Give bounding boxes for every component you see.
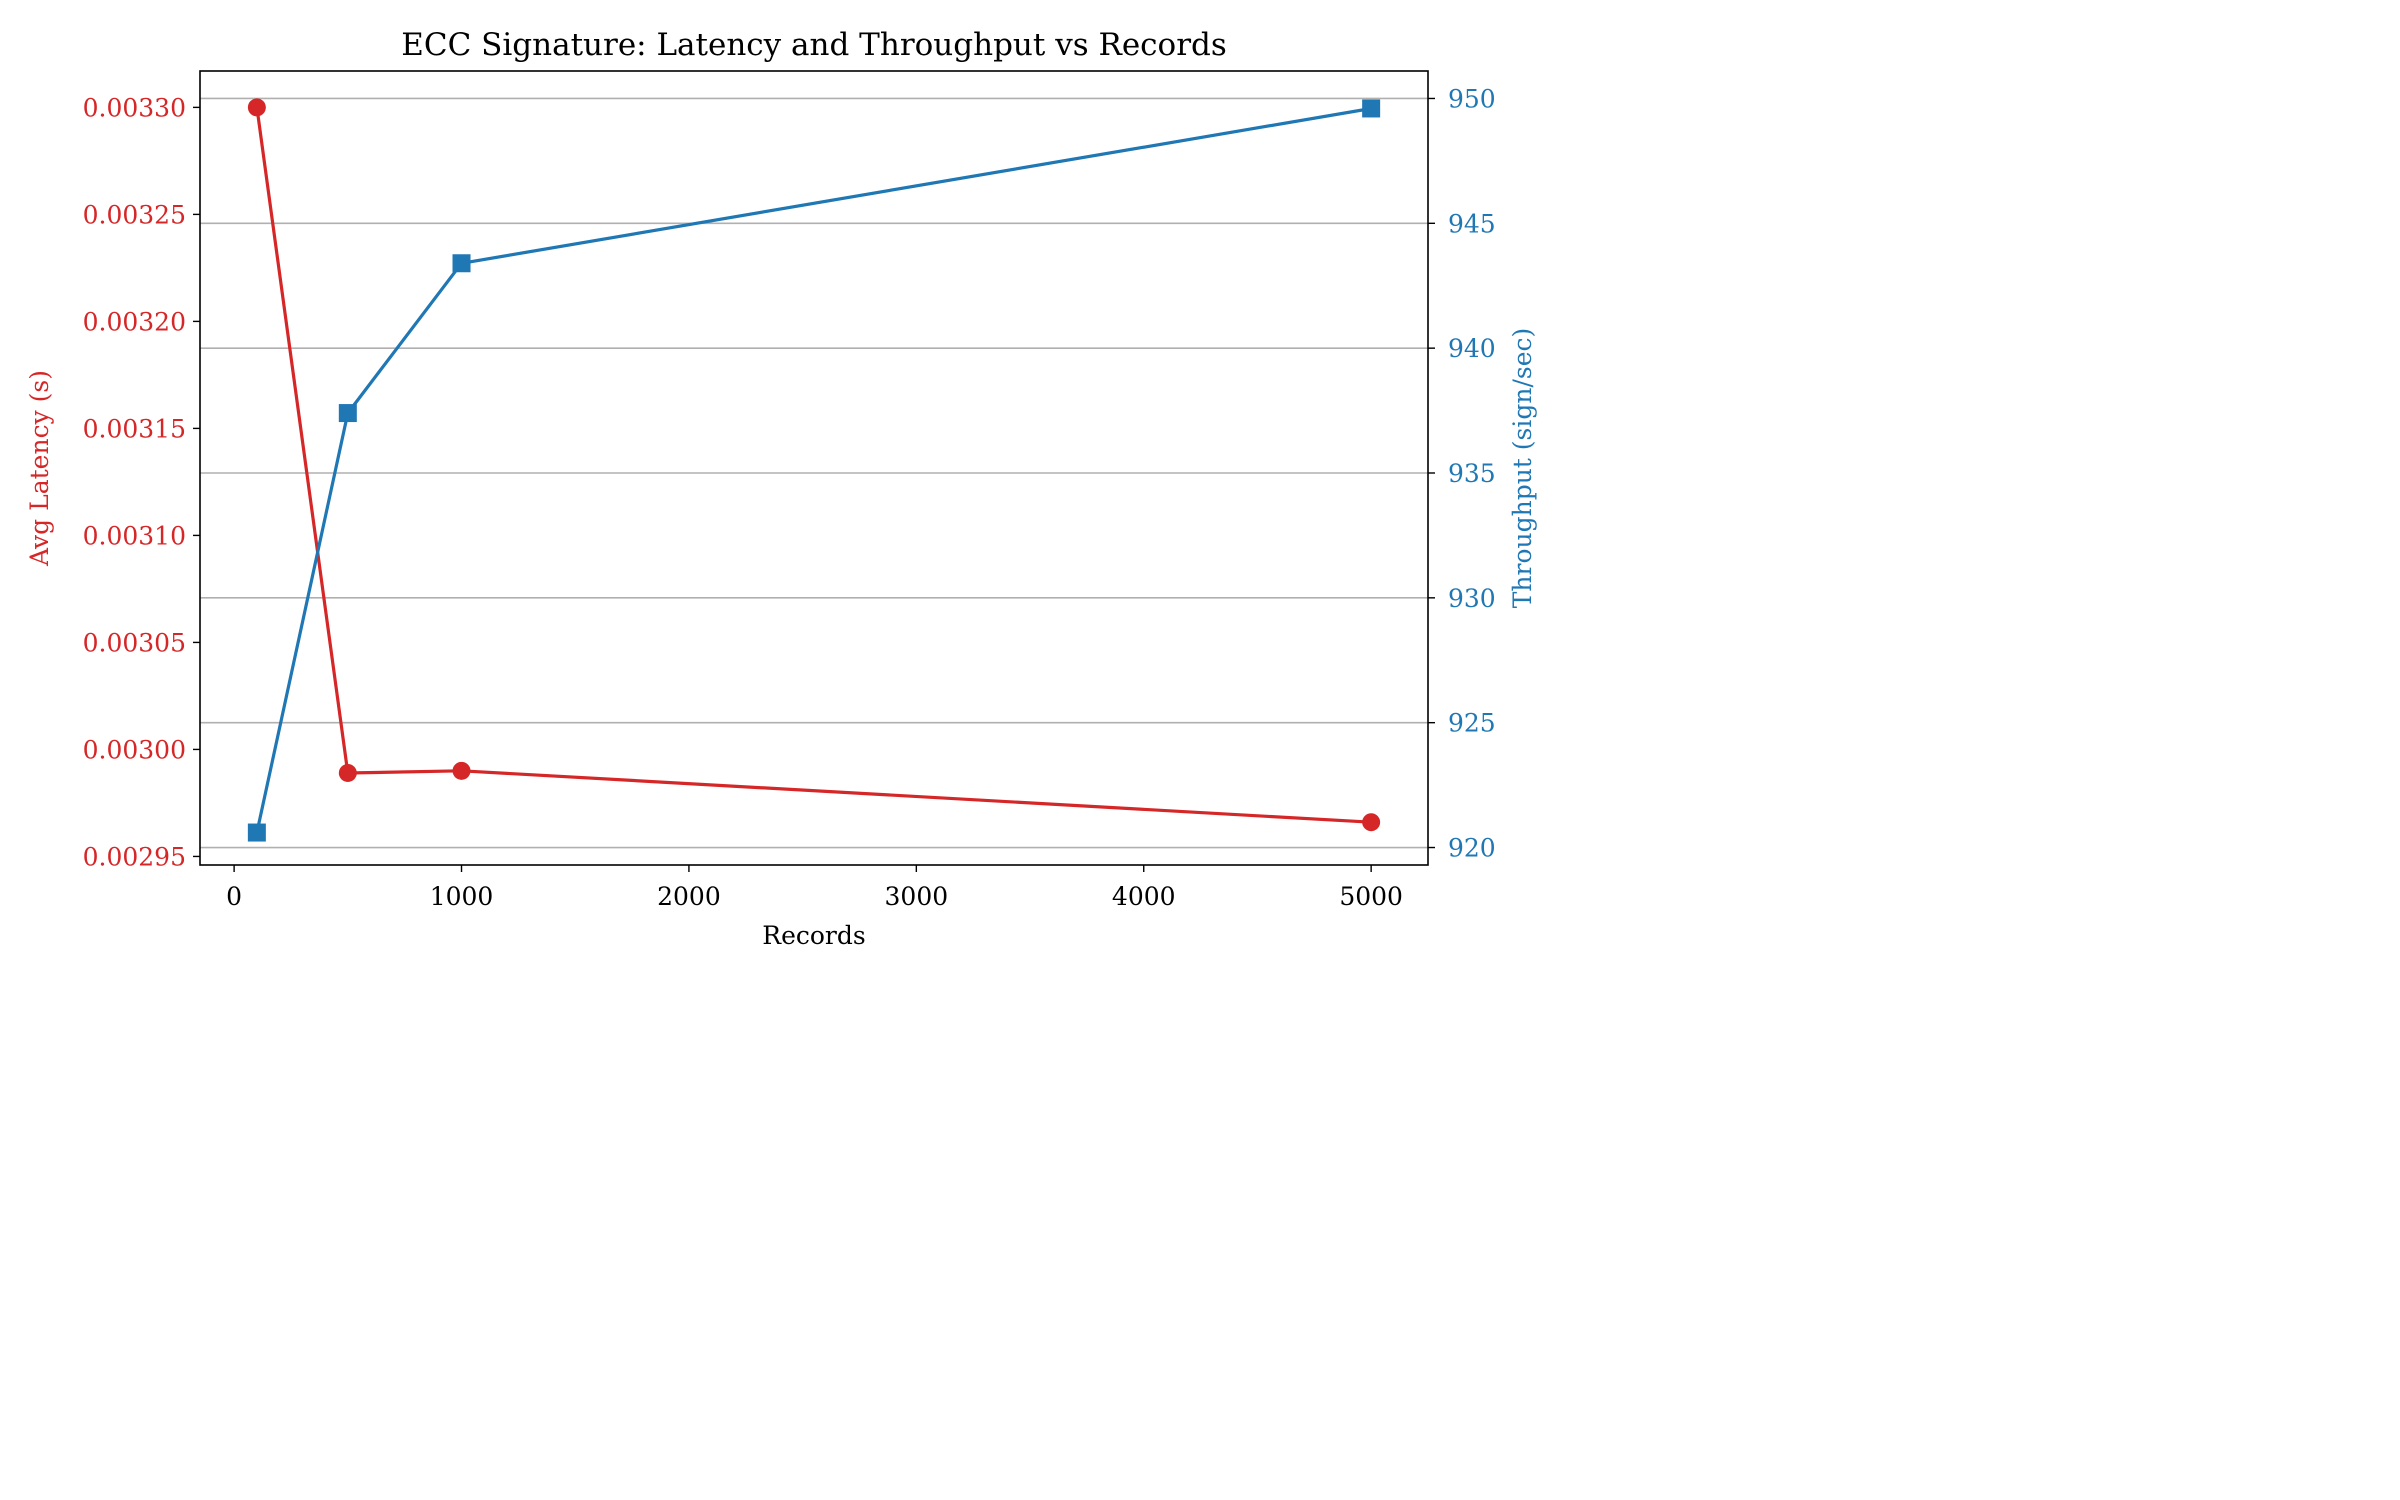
- plot-frame: [199, 70, 1429, 866]
- axes-layer: 0 1000 2000 3000 4000 5000 0.00295 0.00300 0.003…: [83, 84, 1496, 911]
- y-right-tick-label: 920: [1448, 834, 1496, 863]
- x-tick-label: 3000: [885, 882, 949, 911]
- x-tick-label: 0: [226, 882, 242, 911]
- latency-point: [247, 98, 266, 117]
- y-right-axis-label: Throughput (sign/sec): [1508, 328, 1537, 609]
- y-left-tick-label: 0.00300: [83, 735, 186, 764]
- throughput-point: [1362, 99, 1381, 118]
- x-tick-label: 4000: [1112, 882, 1176, 911]
- throughput-point: [452, 254, 471, 273]
- y-right-tick-label: 940: [1448, 334, 1496, 363]
- y-right-tick-label: 925: [1448, 709, 1496, 738]
- y-left-tick-label: 0.00305: [83, 628, 186, 657]
- y-left-tick-label: 0.00310: [83, 521, 186, 550]
- y-right-tick-label: 930: [1448, 584, 1496, 613]
- y-left-tick-label: 0.00320: [83, 307, 186, 336]
- y-right-tick-label: 935: [1448, 459, 1496, 488]
- latency-series-line: [255, 107, 1372, 824]
- throughput-point: [338, 404, 357, 423]
- grid-lines: [200, 97, 1428, 849]
- latency-point: [338, 763, 357, 782]
- series-layer: [247, 98, 1381, 842]
- latency-point: [452, 761, 471, 780]
- y-left-tick-label: 0.00295: [83, 842, 186, 871]
- chart-svg: 0 1000 2000 3000 4000 5000 0.00295 0.00300 0.003…: [25, 27, 1537, 950]
- x-tick-label: 5000: [1339, 882, 1403, 911]
- x-tick-label: 1000: [430, 882, 494, 911]
- y-right-tick-label: 950: [1448, 84, 1496, 113]
- throughput-series-line: [255, 106, 1372, 833]
- y-right-tick-label: 945: [1448, 209, 1496, 238]
- x-axis-label: Records: [762, 921, 865, 950]
- latency-point: [1362, 813, 1381, 832]
- y-left-tick-label: 0.00315: [83, 414, 186, 443]
- y-left-tick-label: 0.00330: [83, 93, 186, 122]
- y-left-tick-label: 0.00325: [83, 200, 186, 229]
- chart-container: 0 1000 2000 3000 4000 5000 0.00295 0.00300 0.003…: [0, 0, 1560, 975]
- chart-title: ECC Signature: Latency and Throughput vs…: [401, 27, 1227, 63]
- y-left-axis-label: Avg Latency (s): [25, 370, 54, 567]
- throughput-point: [247, 823, 266, 842]
- x-tick-label: 2000: [657, 882, 721, 911]
